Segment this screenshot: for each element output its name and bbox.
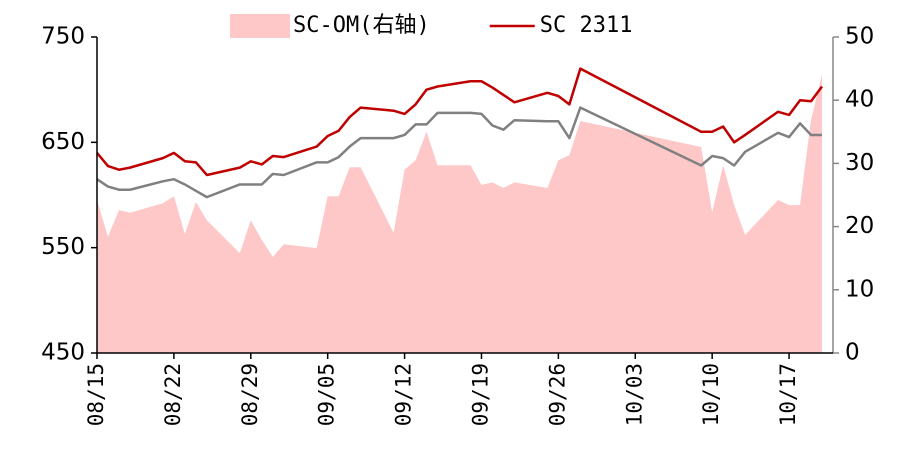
y2-tick-label: 10 [845, 276, 874, 302]
legend-label: SC 2311 [540, 13, 633, 38]
x-tick-label: 09/12 [392, 363, 416, 426]
y-tick-label: 450 [41, 340, 85, 366]
line [96, 67, 824, 177]
y2-tick-label: 0 [845, 340, 860, 366]
y2-tick-label: 30 [845, 150, 874, 176]
x-tick-label: 10/03 [622, 363, 646, 426]
y-tick-label: 750 [41, 24, 85, 50]
y2-tick-label: 20 [845, 213, 874, 239]
legend-label: SC-OM(右轴) [293, 13, 430, 38]
x-tick-label: 09/05 [315, 363, 339, 426]
legend-swatch [230, 14, 290, 38]
x-tick-label: 08/22 [161, 363, 185, 426]
area [97, 74, 823, 354]
y2-tick-label: 50 [845, 24, 874, 50]
x-tick-label: 09/26 [545, 363, 569, 426]
x-tick-label: 09/19 [468, 363, 492, 426]
y-tick-label: 650 [41, 129, 85, 155]
x-tick-label: 08/15 [84, 363, 108, 426]
line [96, 106, 823, 199]
x-tick-label: 08/29 [238, 363, 262, 426]
y2-tick-label: 40 [845, 87, 874, 113]
x-tick-label: 10/10 [699, 363, 723, 426]
x-tick-label: 10/17 [776, 363, 800, 426]
y-tick-label: 550 [41, 234, 85, 260]
